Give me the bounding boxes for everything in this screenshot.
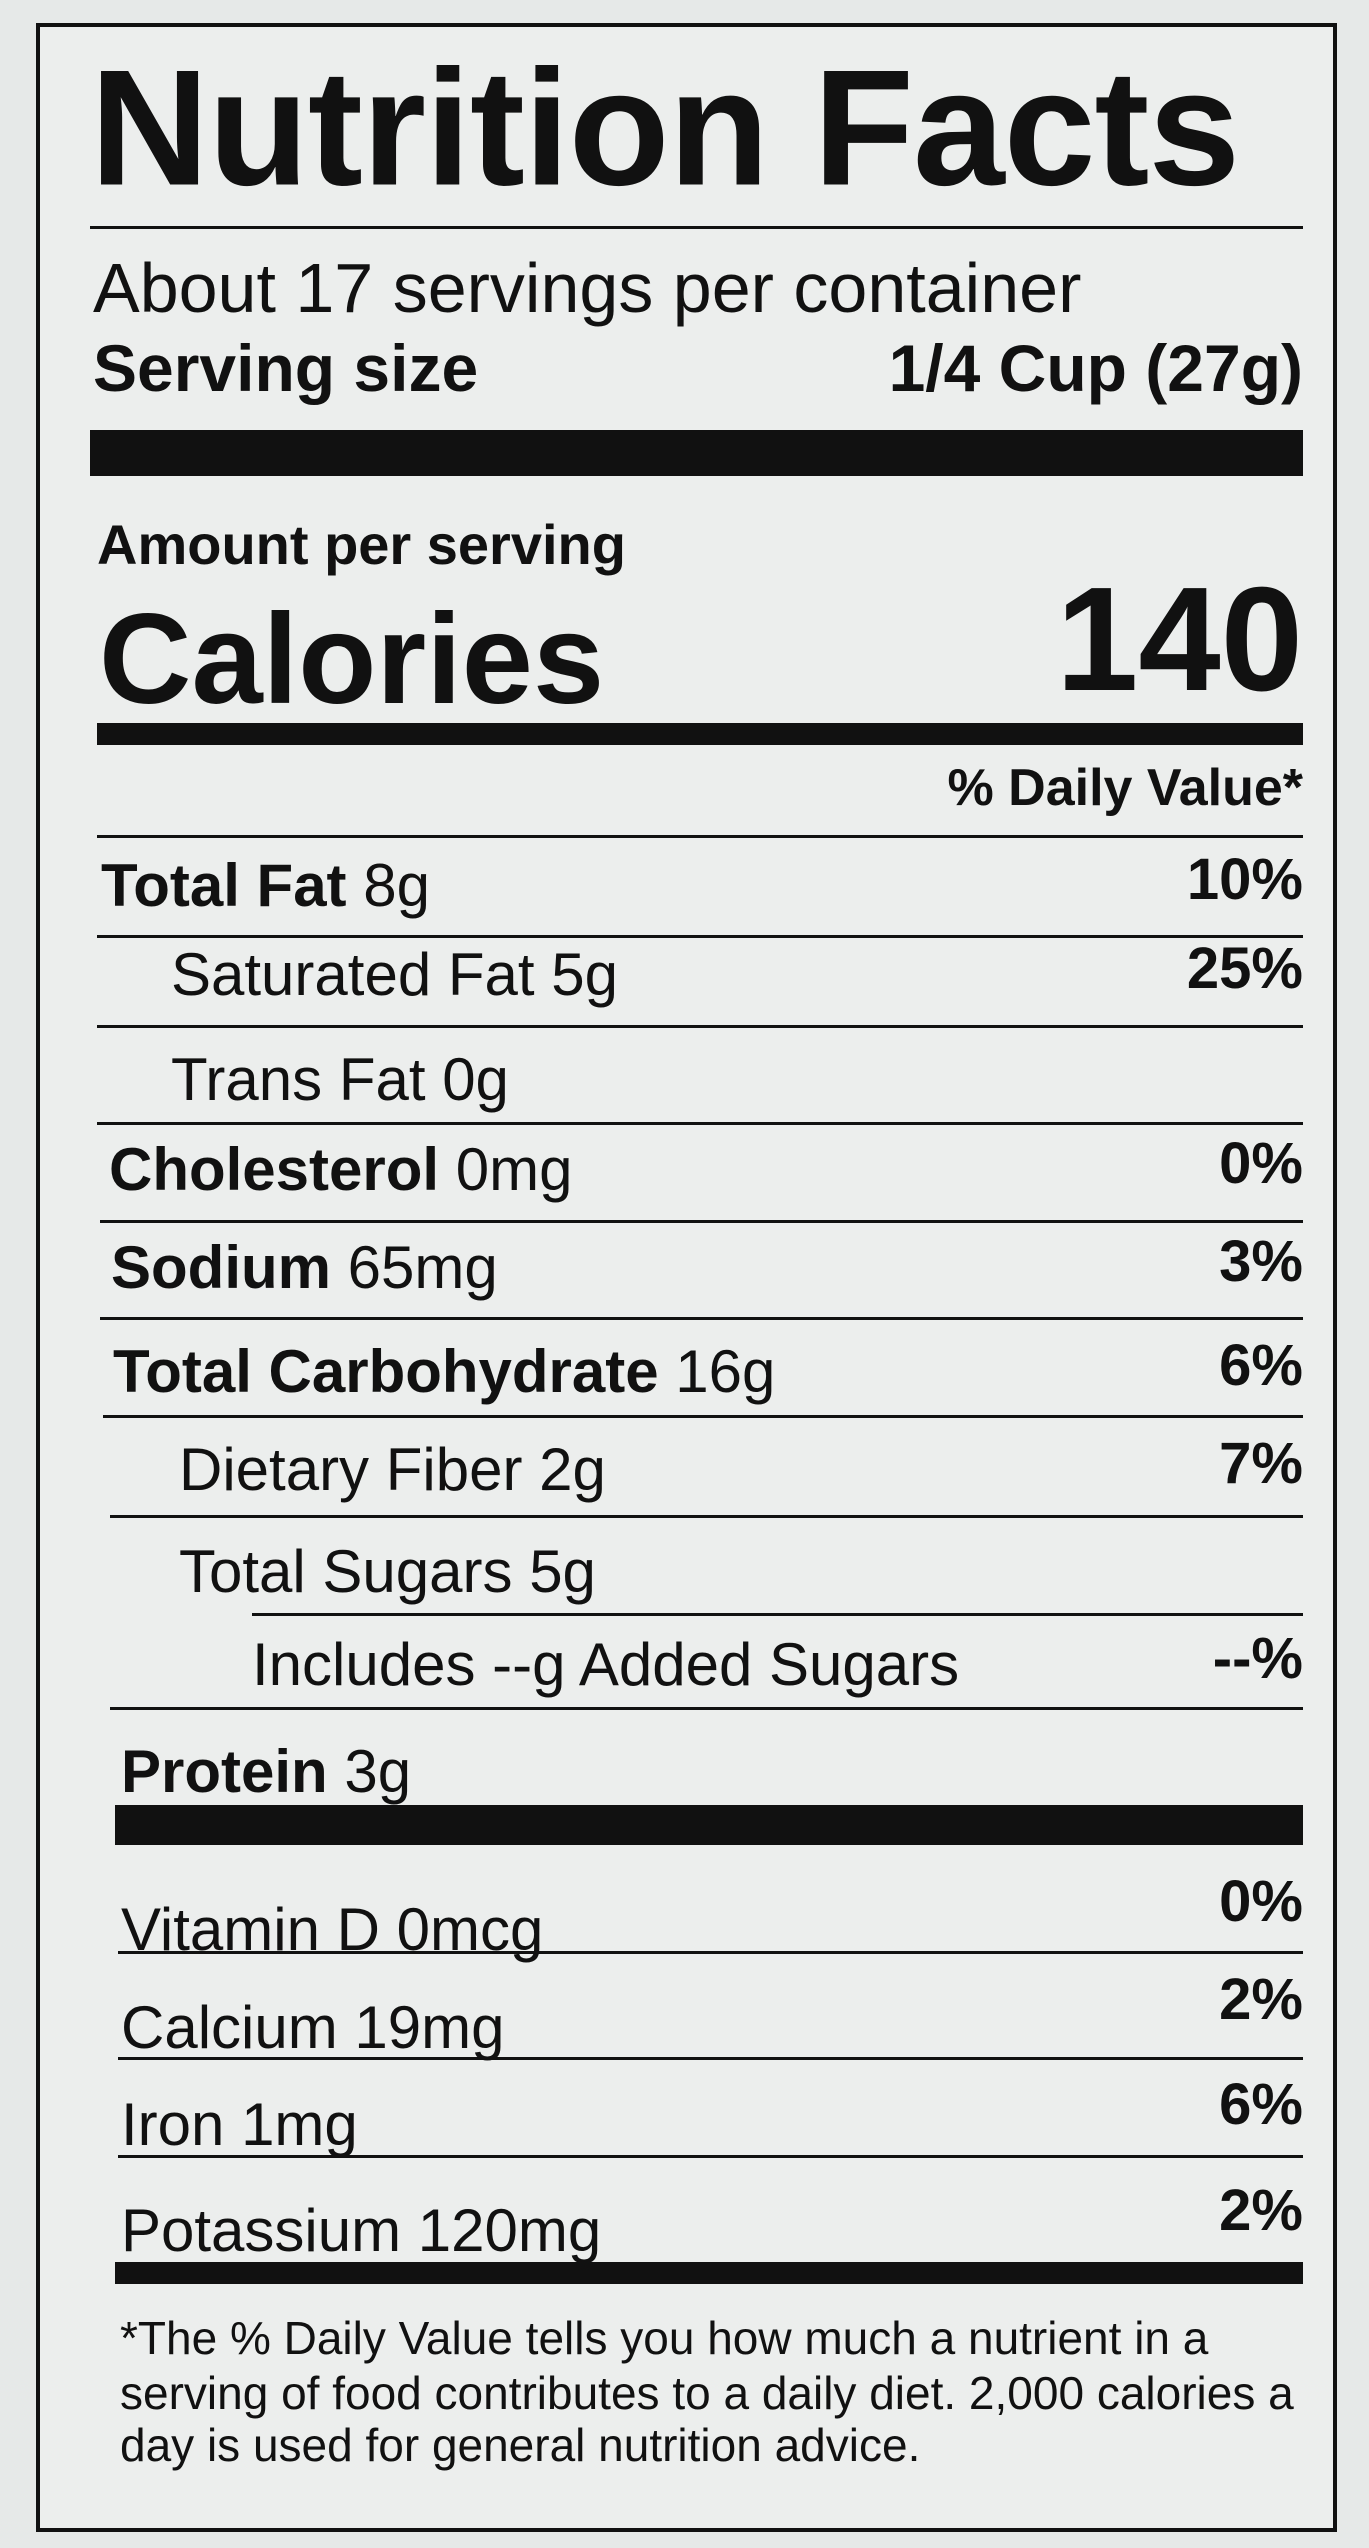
daily-value: 25% (1186, 936, 1303, 1001)
nutrient-label: Total Sugars 5g (179, 1542, 596, 1602)
nutrient-amount: 5g (529, 1538, 596, 1605)
daily-value: 3% (1219, 1229, 1303, 1294)
nutrient-label: Total Fat 8g (101, 856, 430, 916)
rule (118, 1951, 1303, 1954)
rule (110, 1515, 1303, 1518)
rule (100, 1317, 1303, 1320)
daily-value: 2% (1219, 2178, 1303, 2243)
rule (103, 1415, 1303, 1418)
nutrient-name: Dietary Fiber (179, 1436, 523, 1503)
nutrient-amount: 0mg (455, 1136, 573, 1203)
footnote-line: *The % Daily Value tells you how much a … (120, 2312, 1209, 2364)
servings: About 17 servings per container (93, 249, 1082, 327)
footnote-line: serving of food contributes to a daily d… (120, 2367, 1294, 2419)
nutrient-amount: 0g (442, 1046, 509, 1113)
nutrient-label: Total Carbohydrate 16g (113, 1342, 775, 1402)
rule (118, 2155, 1303, 2158)
daily-value: 7% (1219, 1431, 1303, 1496)
nutrient-amount: 16g (675, 1338, 776, 1405)
amount-per-serving: Amount per serving (97, 513, 626, 576)
nutrient-name: Protein (121, 1738, 328, 1805)
nutrient-amount: 65mg (347, 1234, 498, 1301)
nutrient-name: Cholesterol (109, 1136, 440, 1203)
daily-value-header: % Daily Value* (947, 759, 1303, 817)
nutrient-amount: 8g (363, 852, 430, 919)
daily-value: 10% (1186, 847, 1303, 912)
nutrient-amount: 3g (344, 1738, 412, 1805)
nutrient-amount: 5g (551, 941, 618, 1008)
rule (97, 1025, 1303, 1028)
nutrient-name: Saturated Fat (171, 941, 535, 1008)
rule (118, 2057, 1303, 2060)
vitamin-amount: 0mcg (396, 1896, 544, 1963)
vitamin-name: Potassium (121, 2197, 402, 2264)
rule (90, 226, 1303, 229)
vitamin-name: Iron (121, 2091, 225, 2158)
vitamin-amount: 1mg (241, 2091, 358, 2158)
nutrient-name: Total Carbohydrate (113, 1338, 659, 1405)
serving-size-label: Serving size (93, 331, 479, 405)
vitamin-label: Iron 1mg (121, 2095, 358, 2155)
rule-medium (97, 723, 1303, 745)
nutrient-name: Total Sugars (179, 1538, 513, 1605)
nutrient-amount: 2g (539, 1436, 606, 1503)
nutrient-label: Protein 3g (121, 1742, 411, 1802)
daily-value: 0% (1219, 1869, 1303, 1934)
rule-thick (115, 1805, 1303, 1845)
serving-size-value: 1/4 Cup (27g) (888, 331, 1303, 405)
rule-medium (115, 2262, 1303, 2284)
nutrient-label: Saturated Fat 5g (171, 945, 618, 1005)
nutrient-label: Trans Fat 0g (171, 1050, 509, 1110)
nutrient-label: Sodium 65mg (111, 1238, 498, 1298)
rule (252, 1613, 1303, 1616)
rule (97, 1122, 1303, 1125)
rule (100, 1220, 1303, 1223)
calories-value: 140 (1056, 557, 1303, 722)
vitamin-amount: 19mg (354, 1994, 505, 2061)
daily-value: 6% (1219, 1333, 1303, 1398)
vitamin-name: Calcium (121, 1994, 338, 2061)
rule-thick (90, 430, 1303, 476)
vitamin-label: Calcium 19mg (121, 1998, 504, 2058)
vitamin-label: Vitamin D 0mcg (121, 1900, 543, 1960)
vitamin-amount: 120mg (417, 2197, 602, 2264)
title: Nutrition Facts (90, 35, 1240, 220)
daily-value: --% (1212, 1626, 1303, 1691)
nutrient-label: Includes --g Added Sugars (252, 1635, 959, 1695)
rule (97, 935, 1303, 938)
nutrient-label: Cholesterol 0mg (109, 1140, 572, 1200)
vitamin-name: Vitamin D (121, 1896, 380, 1963)
nutrient-name: Includes --g Added Sugars (252, 1631, 960, 1698)
calories-label: Calories (99, 588, 605, 731)
footnote-line: day is used for general nutrition advice… (120, 2419, 921, 2471)
daily-value: 6% (1219, 2072, 1303, 2137)
nutrient-name: Trans Fat (171, 1046, 426, 1113)
rule (97, 835, 1303, 838)
rule (110, 1707, 1303, 1710)
nutrient-name: Total Fat (101, 852, 347, 919)
nutrient-label: Dietary Fiber 2g (179, 1440, 606, 1500)
daily-value: 0% (1219, 1131, 1303, 1196)
daily-value: 2% (1219, 1967, 1303, 2032)
nutrient-name: Sodium (111, 1234, 331, 1301)
vitamin-label: Potassium 120mg (121, 2201, 601, 2261)
